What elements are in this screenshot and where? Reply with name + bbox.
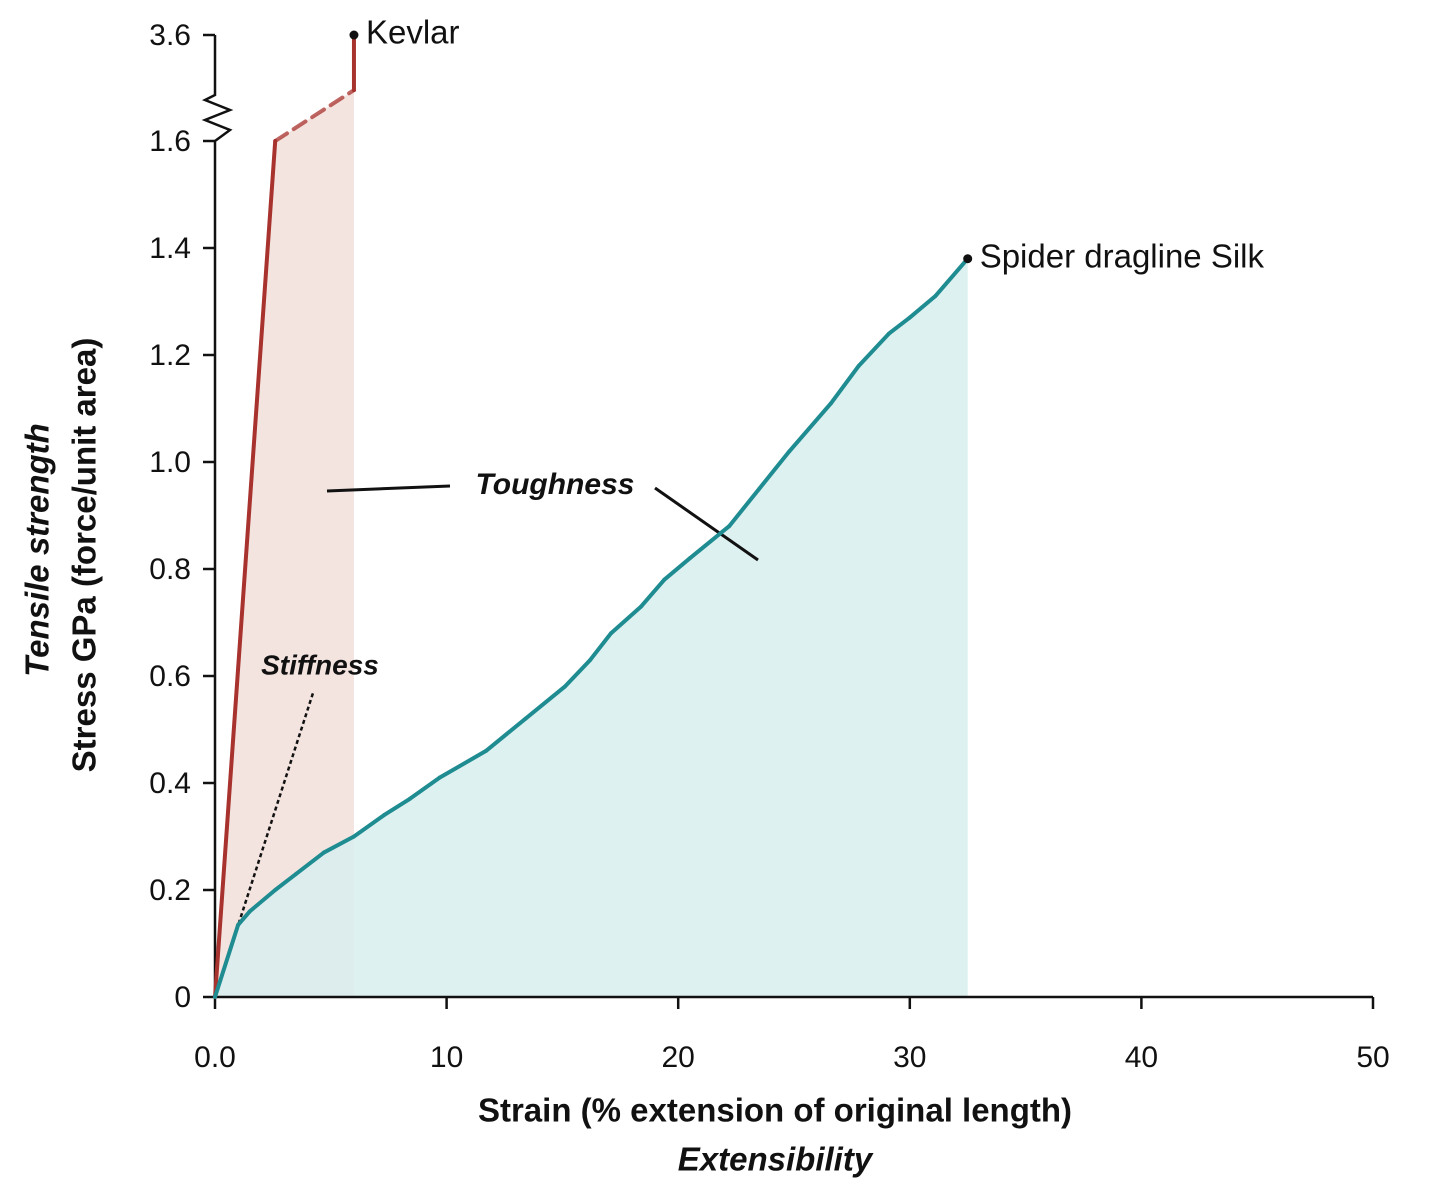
line-segment	[351, 813, 387, 839]
y-tick-label: 0.6	[149, 660, 191, 693]
y-tick-label: 0.8	[149, 553, 191, 586]
line-segment	[907, 294, 938, 320]
y-tick-label: 0	[174, 981, 191, 1014]
line-segment	[829, 363, 861, 406]
line-segment	[662, 556, 692, 582]
y-axis-subtitle: Tensile strength	[19, 423, 56, 677]
y-tick-label: 0.2	[149, 874, 191, 907]
x-tick-label: 50	[1356, 1041, 1389, 1074]
line-segment	[213, 922, 241, 999]
end-point	[349, 30, 359, 40]
line-segment	[321, 834, 356, 855]
line-segment	[787, 401, 834, 454]
toughness-pointer	[326, 484, 451, 493]
line-segment	[757, 449, 792, 491]
line-segment	[609, 604, 644, 636]
line-segment	[588, 631, 614, 662]
line-segment	[273, 871, 299, 892]
line-segment	[523, 684, 567, 721]
toughness-pointer	[654, 486, 759, 562]
x-axis-subtitle: Extensibility	[678, 1141, 874, 1178]
y-tick-label: 1.0	[149, 446, 191, 479]
annotation: Stiffness	[261, 649, 379, 680]
fills	[215, 90, 968, 998]
series-label: Kevlar	[366, 14, 460, 51]
line-segment	[933, 256, 970, 299]
line-segment	[856, 331, 891, 368]
x-tick-label: 10	[430, 1041, 463, 1074]
line-segment	[382, 797, 412, 818]
area	[215, 258, 968, 997]
line-segment	[407, 775, 442, 802]
x-axis-title: Strain (% extension of original length)	[478, 1092, 1072, 1129]
axes	[201, 35, 1373, 999]
y-tick-label: 1.6	[149, 125, 191, 158]
line-segment	[483, 716, 528, 753]
line-segment	[727, 486, 762, 529]
x-tick-label: 20	[662, 1041, 695, 1074]
series-label: Spider dragline Silk	[980, 237, 1265, 274]
y-tick-label: 3.6	[149, 19, 191, 52]
area	[215, 90, 354, 998]
line-segment	[687, 524, 732, 561]
end-point	[963, 254, 973, 264]
y-tick-label: 1.2	[149, 339, 191, 372]
line-segment	[213, 139, 278, 999]
y-tick-label: 0.4	[149, 767, 191, 800]
line-segment	[273, 88, 356, 143]
x-tick-label: 30	[893, 1041, 926, 1074]
line-segment	[294, 850, 326, 876]
line-segment	[437, 748, 488, 780]
line-segment	[236, 909, 252, 927]
annotation: Toughness	[476, 468, 635, 501]
y-tick-label: 1.4	[149, 232, 191, 265]
line-segment	[639, 577, 667, 609]
x-tick-label: 0.0	[194, 1041, 236, 1074]
line-segment	[562, 657, 593, 689]
line-segment	[886, 315, 912, 336]
line-segment	[247, 888, 278, 914]
x-tick-label: 40	[1125, 1041, 1158, 1074]
stiffness-line	[213, 692, 315, 998]
y-axis-title: Stress GPa (force/unit area)	[66, 338, 103, 773]
